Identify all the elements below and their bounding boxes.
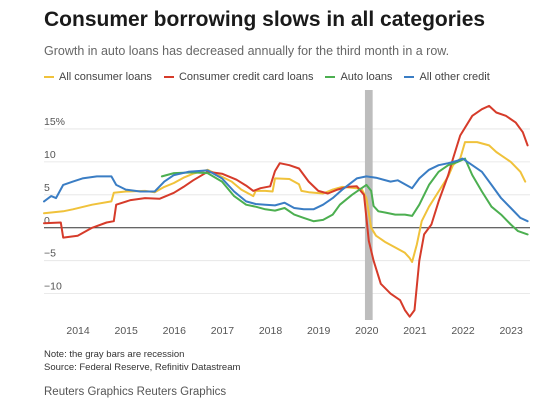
x-tick-label: 2023 [499,325,523,337]
x-tick-label: 2021 [403,325,427,337]
y-tick-label: 0 [44,215,50,227]
legend-swatch-credit-card-loans [163,76,174,78]
chart-subtitle: Growth in auto loans has decreased annua… [44,44,450,58]
legend-item-all-consumer-loans: All consumer loans [44,71,152,83]
x-tick-label: 2018 [259,325,283,337]
chart-footnote: Note: the gray bars are recession Source… [44,348,240,374]
y-tick-label: 10 [44,149,56,161]
source-note: Source: Federal Reserve, Refinitiv Datas… [44,362,241,373]
legend-label-all-other-credit: All other credit [419,71,490,83]
series-line-all-other-credit [43,157,529,223]
x-tick-label: 2020 [355,325,379,337]
y-tick-label: −10 [44,281,62,293]
legend-item-auto-loans: Auto loans [325,71,392,83]
legend-swatch-all-consumer-loans [44,76,54,78]
legend-label-auto-loans: Auto loans [340,71,393,83]
recession-note: Note: the gray bars are recession [44,349,185,360]
series-line-credit-card-loans [43,104,529,318]
x-tick-label: 2017 [211,325,235,337]
legend-swatch-all-other-credit [404,76,415,78]
chart-title: Consumer borrowing slows in all categori… [44,8,486,31]
x-tick-label: 2022 [451,325,475,337]
legend-item-all-other-credit: All other credit [404,71,490,83]
y-tick-label: 5 [44,182,50,194]
credit-line: Reuters Graphics Reuters Graphics [44,386,227,398]
x-tick-label: 2014 [66,325,90,337]
legend-swatch-auto-loans [325,76,336,78]
series-line-auto-loans [160,157,529,236]
legend-item-credit-card-loans: Consumer credit card loans [163,71,314,83]
legend-label-credit-card-loans: Consumer credit card loans [178,71,314,83]
x-tick-label: 2015 [114,325,138,337]
x-tick-label: 2019 [307,325,331,337]
legend-label-all-consumer-loans: All consumer loans [59,71,152,83]
x-tick-label: 2016 [163,325,187,337]
chart-legend: All consumer loans Consumer credit card … [44,71,490,83]
y-tick-label: −5 [44,248,56,260]
recession-bar [364,90,373,320]
y-tick-label: 15% [44,116,65,128]
